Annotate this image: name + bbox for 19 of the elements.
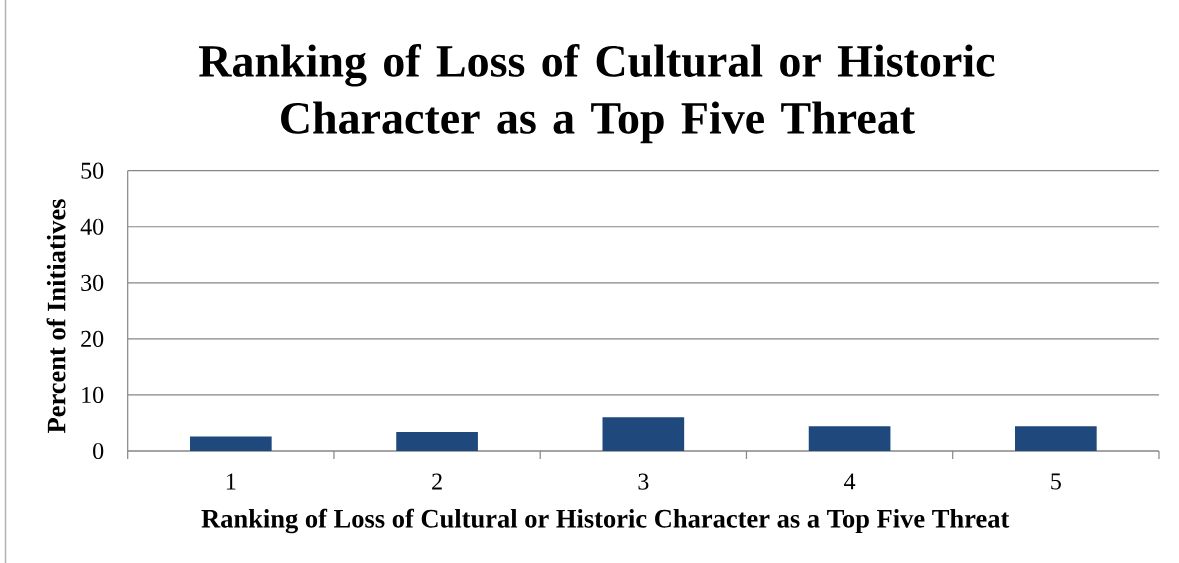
bar (1015, 426, 1097, 451)
chart-title: Ranking of Loss of Cultural or Historic Character as a Top Five Threat (199, 43, 995, 144)
bar (189, 436, 272, 451)
bar (602, 417, 685, 451)
y-tick-label: 0 (93, 442, 104, 460)
bar (808, 426, 891, 451)
y-tick-label: 20 (81, 330, 104, 347)
x-tick-label: 2 (432, 473, 442, 490)
y-tick-label: 30 (81, 274, 104, 291)
y-tick-label: 10 (82, 386, 104, 404)
x-tick-label: 5 (1051, 473, 1061, 490)
x-tick-label: 3 (638, 473, 649, 490)
x-tick-label: 4 (844, 473, 856, 490)
y-axis-title: Percent of Initiatives (46, 199, 66, 434)
x-axis-title: Ranking of Loss of Cultural or Historic Character as a Top Five Threat (201, 508, 1010, 534)
y-tick-label: 40 (80, 218, 104, 235)
y-tick-label: 50 (81, 162, 104, 179)
x-tick-label: 1 (226, 473, 236, 490)
bar (396, 431, 478, 451)
